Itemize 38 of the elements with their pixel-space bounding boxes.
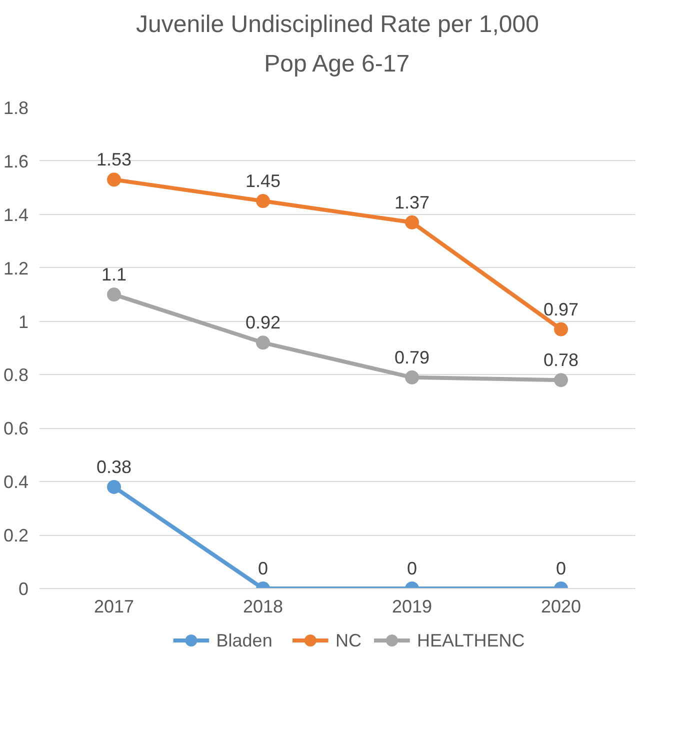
x-tick-label: 2017 [94, 596, 134, 616]
point [554, 373, 568, 388]
y-tick-label: 1.4 [3, 204, 29, 225]
legend-label: NC [335, 630, 362, 650]
data-label: 0 [556, 558, 566, 578]
data-label: 0.38 [96, 456, 132, 477]
data-label: 1.37 [394, 192, 430, 212]
point [256, 194, 270, 208]
data-label: 0.79 [394, 347, 430, 368]
point [554, 322, 568, 336]
x-tick-label: 2018 [242, 596, 284, 616]
x-tick-label: 2019 [392, 596, 432, 616]
legend-label: HEALTHENC [417, 630, 525, 650]
data-label: 0.97 [543, 299, 579, 320]
data-label: 1.53 [96, 150, 132, 170]
data-label: 1.1 [101, 264, 127, 285]
y-tick-label: 1 [18, 312, 29, 332]
y-tick-label: 0 [18, 579, 29, 599]
point [405, 215, 419, 230]
data-label: 0.92 [245, 312, 281, 333]
legend-label: Bladen [216, 630, 272, 650]
y-tick-label: 1.2 [3, 258, 29, 278]
y-tick-label: 1.8 [3, 98, 29, 118]
y-tick-label: 0.2 [3, 526, 29, 546]
x-tick-label: 2020 [540, 596, 582, 616]
data-label: 1.45 [245, 171, 281, 192]
y-tick-label: 0.4 [3, 472, 29, 492]
y-tick-label: 1.6 [3, 151, 29, 172]
data-label: 0.78 [543, 350, 579, 370]
point [256, 336, 270, 350]
data-label: 0 [258, 558, 268, 578]
point [107, 288, 121, 302]
chart-title: Juvenile Undisciplined Rate per 1,000 Pop Age 6-17 [136, 10, 539, 78]
y-tick-label: 0.6 [3, 418, 29, 439]
data-label: 0 [406, 558, 418, 578]
point [107, 172, 121, 187]
y-tick-label: 0.8 [3, 365, 29, 386]
point [405, 370, 419, 384]
